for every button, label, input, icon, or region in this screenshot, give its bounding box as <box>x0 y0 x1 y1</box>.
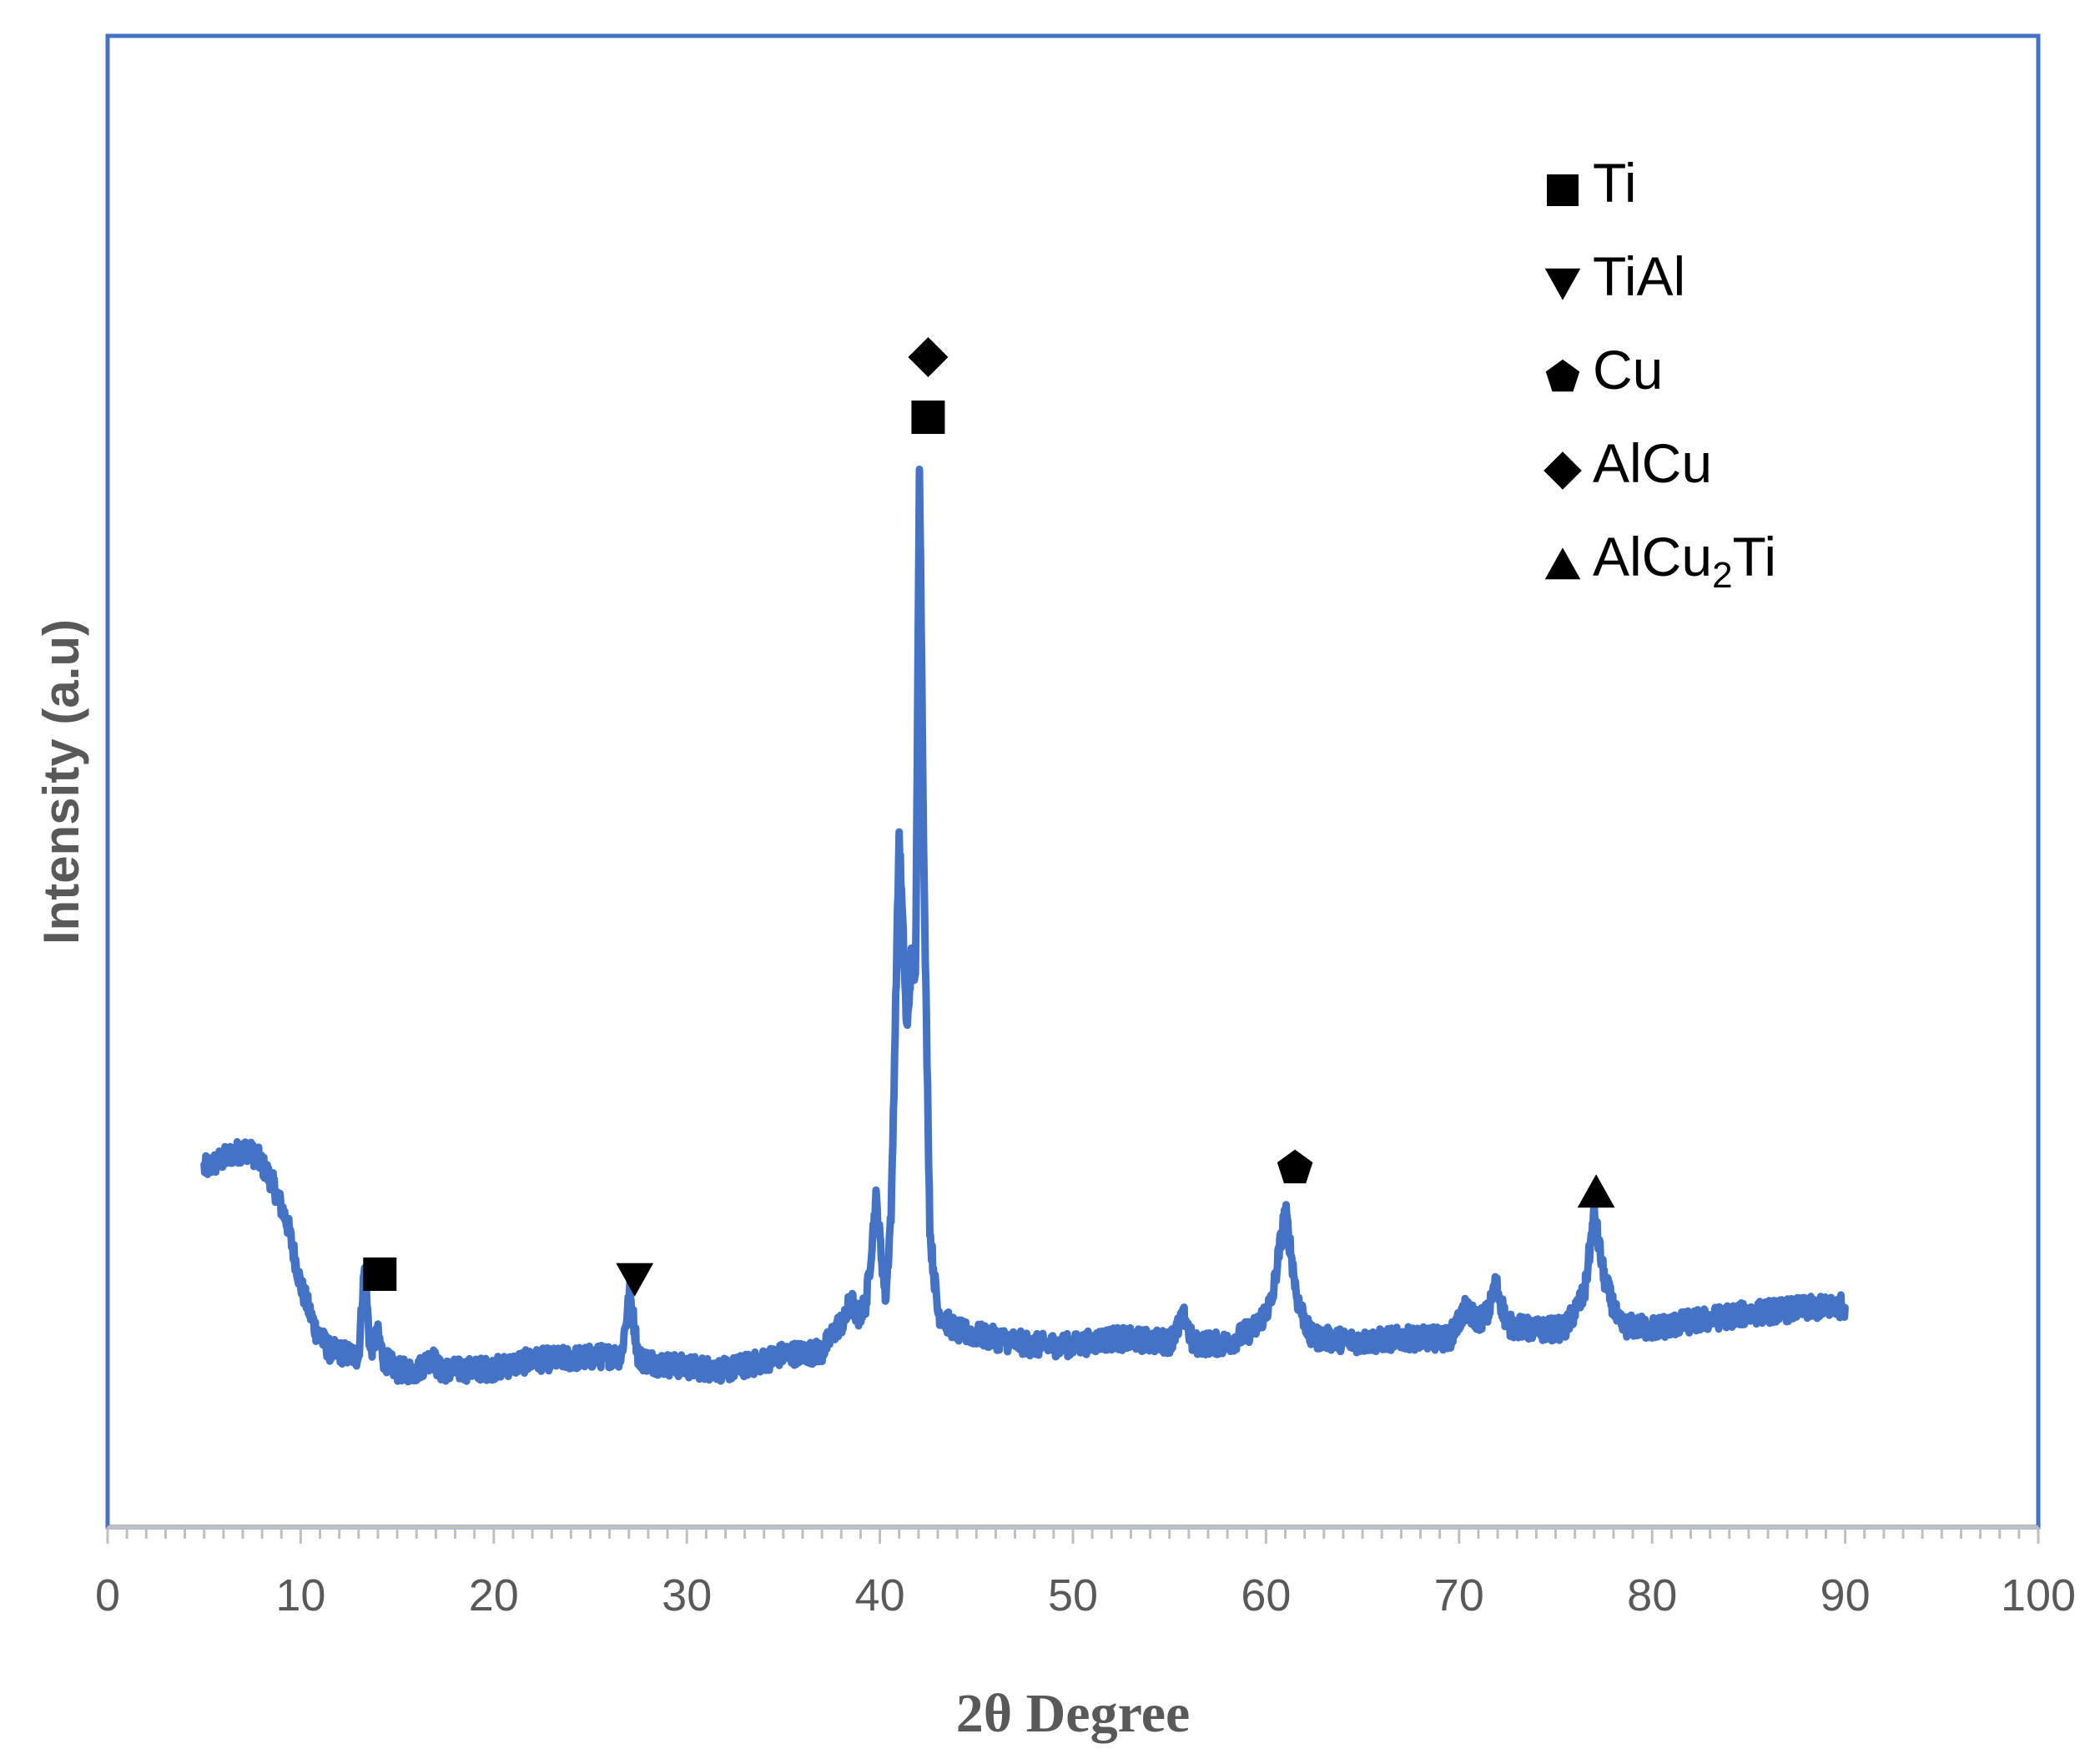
x-tick-label: 100 <box>2001 1570 2076 1620</box>
x-tick-label: 10 <box>275 1570 325 1620</box>
square-peak-marker <box>911 401 945 434</box>
legend-label: AlCu <box>1593 432 1712 494</box>
x-tick-label: 50 <box>1048 1570 1098 1620</box>
x-tick-label: 40 <box>855 1570 905 1620</box>
legend-triangle-down-icon <box>1544 268 1581 300</box>
x-tick-label: 90 <box>1821 1570 1871 1620</box>
x-tick-label: 20 <box>469 1570 519 1620</box>
pentagon-peak-marker <box>1277 1149 1313 1184</box>
triangle-down-peak-marker <box>616 1263 654 1297</box>
legend-square-icon <box>1547 174 1579 206</box>
series-line <box>200 465 1849 1386</box>
legend-triangle-up-icon <box>1544 547 1581 580</box>
series-group <box>200 465 1849 1386</box>
diamond-peak-marker <box>908 337 949 377</box>
x-tick-label: 70 <box>1434 1570 1484 1620</box>
x-tick-label: 0 <box>95 1570 120 1620</box>
y-axis-title: Intensity (a.u) <box>33 619 89 945</box>
square-peak-marker <box>363 1257 397 1291</box>
chart-frame <box>105 33 2041 1530</box>
legend: Ti TiAl Cu AlCu AlCu2Ti <box>1544 152 1776 596</box>
triangle-up-peak-marker <box>1577 1174 1615 1208</box>
x-tick-label: 60 <box>1241 1570 1291 1620</box>
peak-markers <box>363 337 1615 1297</box>
x-axis-title: 2θ Degree <box>956 1683 1191 1744</box>
legend-subscript: 2 <box>1712 555 1732 596</box>
x-tick-label: 30 <box>662 1570 712 1620</box>
legend-label: Ti <box>1593 152 1637 214</box>
legend-label: TiAl <box>1593 245 1685 307</box>
x-axis: 0 10 20 30 40 50 60 70 80 90 100 <box>95 1525 2076 1620</box>
legend-pentagon-icon <box>1545 359 1580 392</box>
legend-suffix: Ti <box>1733 526 1777 587</box>
legend-diamond-icon <box>1544 451 1582 490</box>
legend-label: Cu <box>1593 339 1663 401</box>
x-tick-label: 80 <box>1627 1570 1677 1620</box>
legend-label: AlCu2Ti <box>1593 526 1776 596</box>
